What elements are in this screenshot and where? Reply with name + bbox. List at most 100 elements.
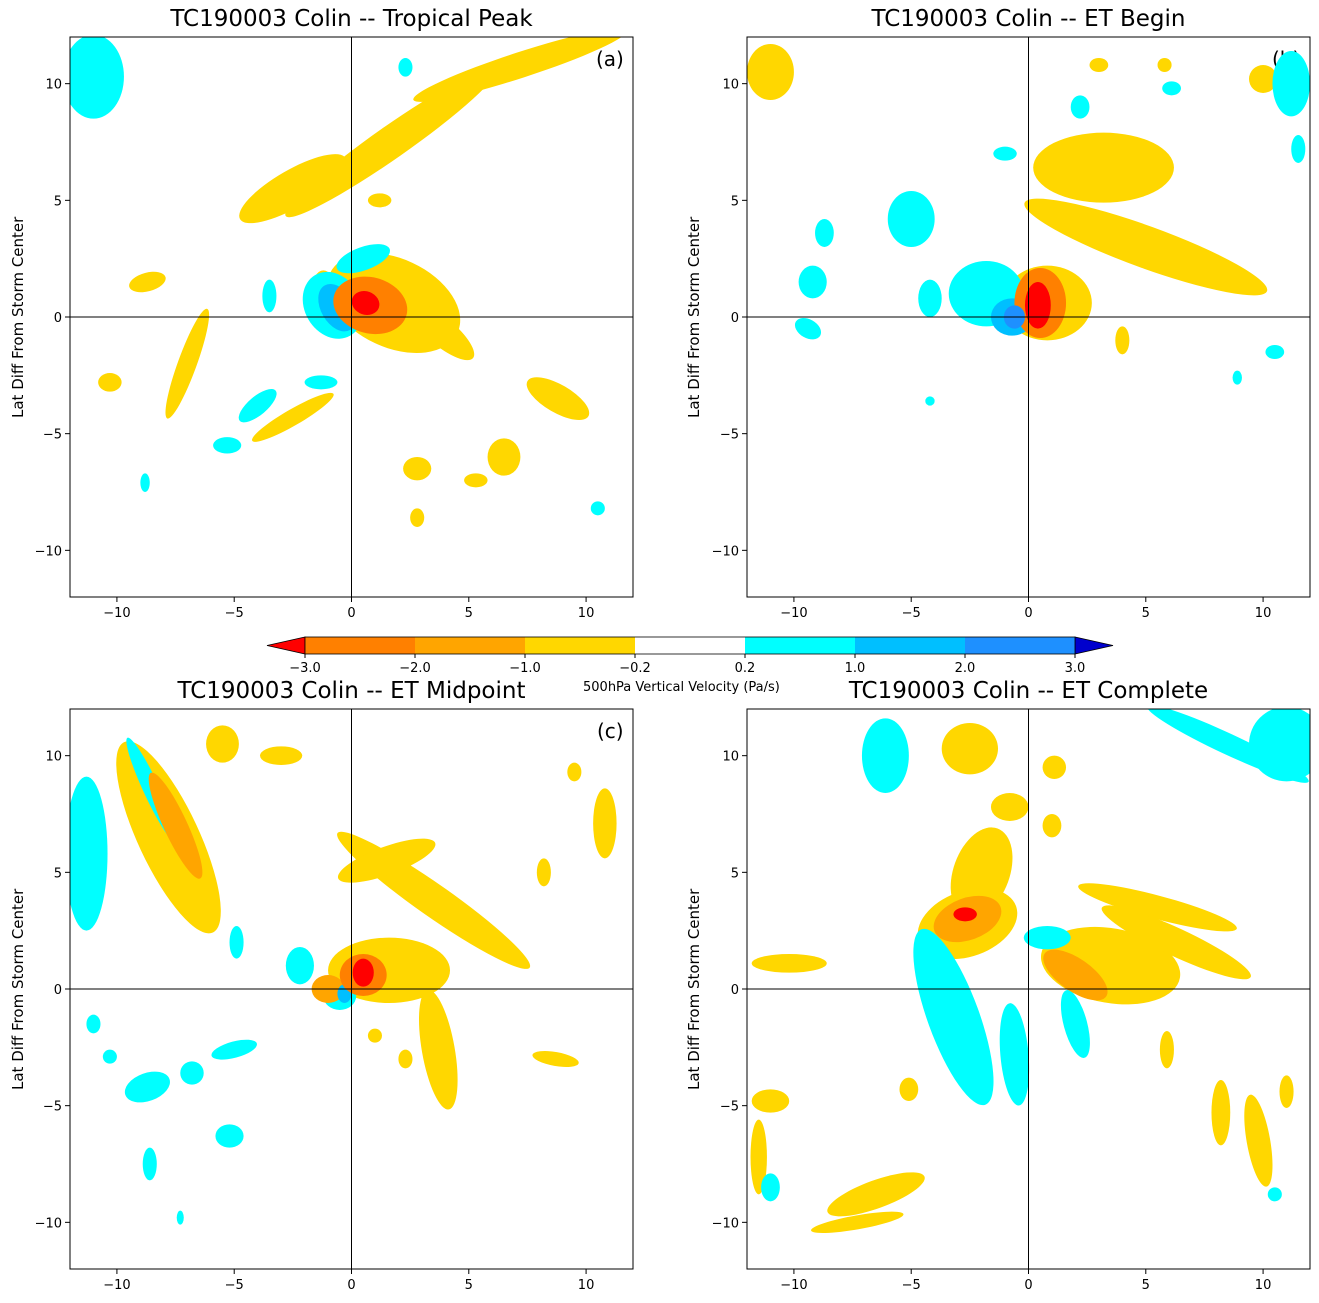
contour-region xyxy=(336,244,390,274)
y-tick-label: 5 xyxy=(731,194,739,209)
x-tick-label: 0 xyxy=(347,606,355,621)
contour-region xyxy=(304,375,338,390)
contour-region xyxy=(1024,198,1268,296)
colorbar-frame xyxy=(304,636,1076,655)
contour-region xyxy=(1159,1031,1174,1069)
contour-fill-b xyxy=(747,44,1310,406)
colorbar-under-extend xyxy=(266,636,306,655)
x-tick-label: 0 xyxy=(1024,606,1032,621)
contour-region xyxy=(140,473,150,492)
y-tick-label: −10 xyxy=(712,1216,739,1231)
contour-region xyxy=(1078,883,1237,932)
contour-region xyxy=(1291,135,1306,163)
contour-region xyxy=(285,66,498,218)
contour-region xyxy=(1265,345,1285,359)
x-tick-label: 10 xyxy=(1255,606,1272,621)
contour-region xyxy=(351,291,380,315)
colorbar-label: 500hPa Vertical Velocity (Pa/s) xyxy=(583,680,780,695)
panel-c-title: TC190003 Colin -- ET Midpoint xyxy=(177,678,526,704)
y-tick-label: 0 xyxy=(54,983,62,998)
contour-region xyxy=(213,437,242,454)
y-tick-label: 0 xyxy=(54,311,62,326)
contour-region xyxy=(148,772,203,879)
y-tick-label: −10 xyxy=(35,544,62,559)
colorbar-segment xyxy=(305,637,415,654)
x-tick-label: 5 xyxy=(465,1278,473,1293)
contour-region xyxy=(238,388,277,423)
contour-region xyxy=(811,1211,904,1234)
contour-region xyxy=(260,746,303,766)
colorbar-tick-label: 1.0 xyxy=(845,661,866,676)
x-tick-label: −10 xyxy=(780,1278,807,1293)
contour-region xyxy=(142,1147,157,1181)
contour-region xyxy=(1157,58,1172,72)
contour-region xyxy=(410,508,425,527)
contour-region xyxy=(70,776,108,931)
contour-region xyxy=(1162,81,1181,96)
colorbar-over-extend xyxy=(1074,636,1114,655)
contour-region xyxy=(1101,905,1251,980)
contour-region xyxy=(262,279,277,313)
y-tick-label: −10 xyxy=(35,1216,62,1231)
panel-d-title: TC190003 Colin -- ET Complete xyxy=(848,678,1209,704)
contour-region xyxy=(1232,370,1242,385)
contour-region xyxy=(751,1089,790,1113)
colorbar-segment xyxy=(745,637,855,654)
x-tick-label: −10 xyxy=(780,606,807,621)
x-tick-label: −5 xyxy=(225,1278,244,1293)
colorbar-tick-label: −0.2 xyxy=(619,661,651,676)
contour-region xyxy=(827,1172,925,1217)
contour-region xyxy=(1279,1075,1294,1108)
contour-region xyxy=(590,501,605,516)
contour-region xyxy=(337,838,436,883)
contour-region xyxy=(913,928,994,1106)
contour-region xyxy=(398,58,413,77)
contour-region xyxy=(418,989,458,1110)
x-tick-label: −5 xyxy=(902,1278,921,1293)
panel-b-title: TC190003 Colin -- ET Begin xyxy=(871,6,1186,32)
contour-region xyxy=(176,1210,184,1225)
panel-c-tag: (c) xyxy=(597,719,624,743)
contour-region xyxy=(593,788,617,859)
contour-region xyxy=(1211,1080,1231,1146)
contour-region xyxy=(990,793,1029,821)
y-tick-label: 10 xyxy=(722,78,739,93)
y-tick-label: −5 xyxy=(43,428,62,443)
contour-region xyxy=(993,146,1017,161)
y-tick-label: −10 xyxy=(712,544,739,559)
contour-region xyxy=(211,1039,257,1060)
contour-region xyxy=(1033,132,1174,203)
contour-region xyxy=(1089,58,1109,72)
contour-region xyxy=(751,954,827,973)
y-tick-label: 0 xyxy=(731,983,739,998)
contour-region xyxy=(999,1003,1030,1106)
contour-region xyxy=(861,718,909,794)
contour-region xyxy=(165,308,210,419)
x-tick-label: 10 xyxy=(578,606,595,621)
y-tick-label: −5 xyxy=(720,428,739,443)
colorbar-tick-label: 0.2 xyxy=(735,661,756,676)
contour-region xyxy=(407,301,475,361)
contour-region xyxy=(98,373,122,392)
contour-region xyxy=(215,1124,244,1148)
contour-region xyxy=(794,317,822,340)
y-tick-label: −5 xyxy=(720,1100,739,1115)
contour-region xyxy=(899,1077,919,1102)
contour-region xyxy=(398,1049,413,1069)
y-tick-label: 10 xyxy=(722,750,739,765)
colorbar-tick-label: −1.0 xyxy=(509,661,541,676)
x-tick-label: 0 xyxy=(1024,1278,1032,1293)
contour-region xyxy=(567,762,582,782)
contour-region xyxy=(918,279,942,318)
panel-a-tag: (a) xyxy=(596,47,624,71)
contour-region xyxy=(124,1071,170,1103)
x-tick-label: −10 xyxy=(103,1278,130,1293)
contour-region xyxy=(1249,709,1310,782)
contour-region xyxy=(86,1014,101,1034)
contour-region xyxy=(953,907,977,922)
colorbar-segment xyxy=(525,637,635,654)
contour-region xyxy=(536,858,551,887)
colorbar-segment xyxy=(855,637,965,654)
contour-region xyxy=(129,271,166,293)
